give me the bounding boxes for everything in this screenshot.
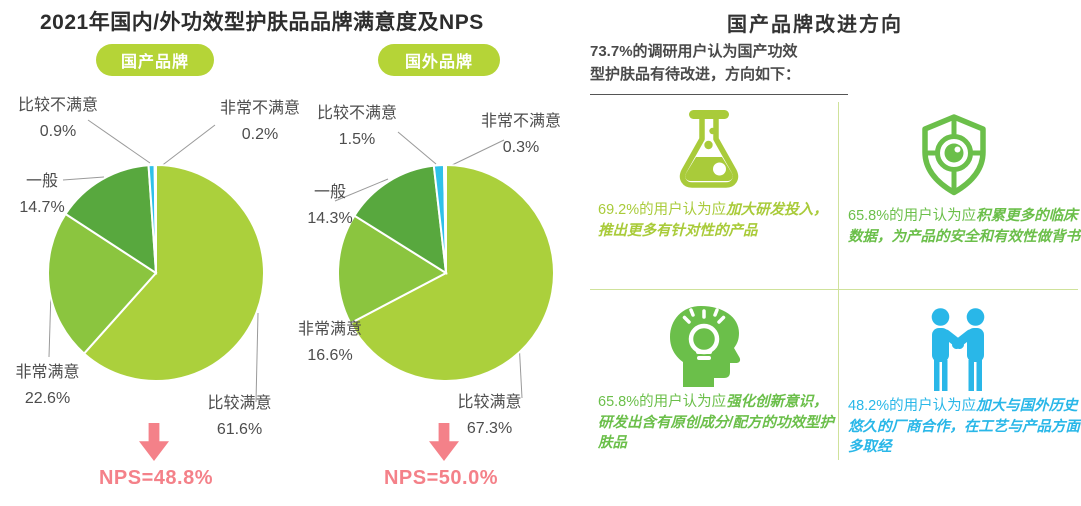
pie-slices	[47, 163, 265, 382]
pie-slice-一般	[353, 164, 448, 275]
pie-slices	[337, 163, 555, 382]
improvement-text-cooperation: 48.2%的用户认为应加大与国外历史悠久的厂商合作，在工艺与产品方面多取经	[848, 398, 1080, 456]
pie-slice-非常不满意	[153, 163, 157, 274]
nps-value-foreign: NPS=50.0%	[383, 467, 498, 489]
handshake-icon	[931, 308, 985, 391]
pie-slice-非常满意	[47, 212, 158, 355]
slice-label-somewhat-dissatisfied: 比较不满意 1.5%	[316, 105, 397, 148]
panel-intro: 73.7%的调研用户认为国产功效 型护肤品有待改进，方向如下：	[590, 40, 848, 95]
badge-foreign-label: 国外品牌	[404, 54, 473, 71]
slice-label-neutral: 一般 14.7%	[19, 173, 65, 216]
pie-chart-domestic: 比较不满意 0.9% 非常不满意 0.2% 一般 14.7% 非常满意 22.6% 比较…	[0, 85, 300, 506]
vertical-divider	[838, 102, 839, 460]
slice-label-very-dissatisfied: 非常不满意 0.3%	[480, 113, 561, 156]
pie-slice-比较满意	[349, 163, 555, 382]
slice-label-somewhat-satisfied: 比较满意 67.3%	[457, 394, 522, 437]
pie-foreign-svg	[334, 131, 555, 399]
improvement-text-clinical-data: 65.8%的用户认为应积累更多的临床数据，为产品的安全和有效性做背书	[848, 208, 1080, 245]
improvement-text-rd: 69.2%的用户认为应加大研发投入，推出更多有针对性的产品	[598, 202, 828, 239]
pie-domestic-svg	[47, 119, 265, 403]
head-bulb-icon	[670, 306, 741, 387]
pie-slice-非常满意	[337, 214, 449, 325]
improvement-text-innovation: 65.8%的用户认为应强化创新意识，研发出含有原创成分/配方的功效型护肤品	[598, 394, 835, 452]
pie-slice-一般	[64, 164, 158, 275]
chart-title: 2021年国内/外功效型护肤品品牌满意度及NPS	[40, 11, 484, 34]
slice-label-somewhat-dissatisfied: 比较不满意 0.9%	[17, 97, 98, 140]
shield-eye-icon	[922, 114, 986, 196]
flask-icon	[679, 110, 739, 188]
slice-label-very-dissatisfied: 非常不满意 0.2%	[219, 100, 300, 143]
panel-title: 国产品牌改进方向	[727, 14, 903, 36]
badge-domestic-brand: 国产品牌	[96, 44, 214, 76]
badge-domestic-label: 国产品牌	[120, 54, 189, 71]
slice-label-very-satisfied: 非常满意 16.6%	[297, 321, 362, 364]
pie-slice-非常不满意	[442, 163, 447, 274]
nps-value-domestic: NPS=48.8%	[98, 467, 213, 489]
badge-foreign-brand: 国外品牌	[378, 44, 500, 76]
slice-label-very-satisfied: 非常满意 22.6%	[15, 364, 80, 407]
slice-label-somewhat-satisfied: 比较满意 61.6%	[207, 395, 272, 438]
slice-label-neutral: 一般 14.3%	[307, 184, 353, 227]
pie-chart-foreign: 比较不满意 1.5% 非常不满意 0.3% 一般 14.3% 非常满意 16.6% 比较…	[290, 85, 580, 506]
horizontal-divider	[590, 289, 1078, 290]
pie-slice-比较满意	[82, 163, 265, 382]
leader-lines	[48, 119, 259, 403]
